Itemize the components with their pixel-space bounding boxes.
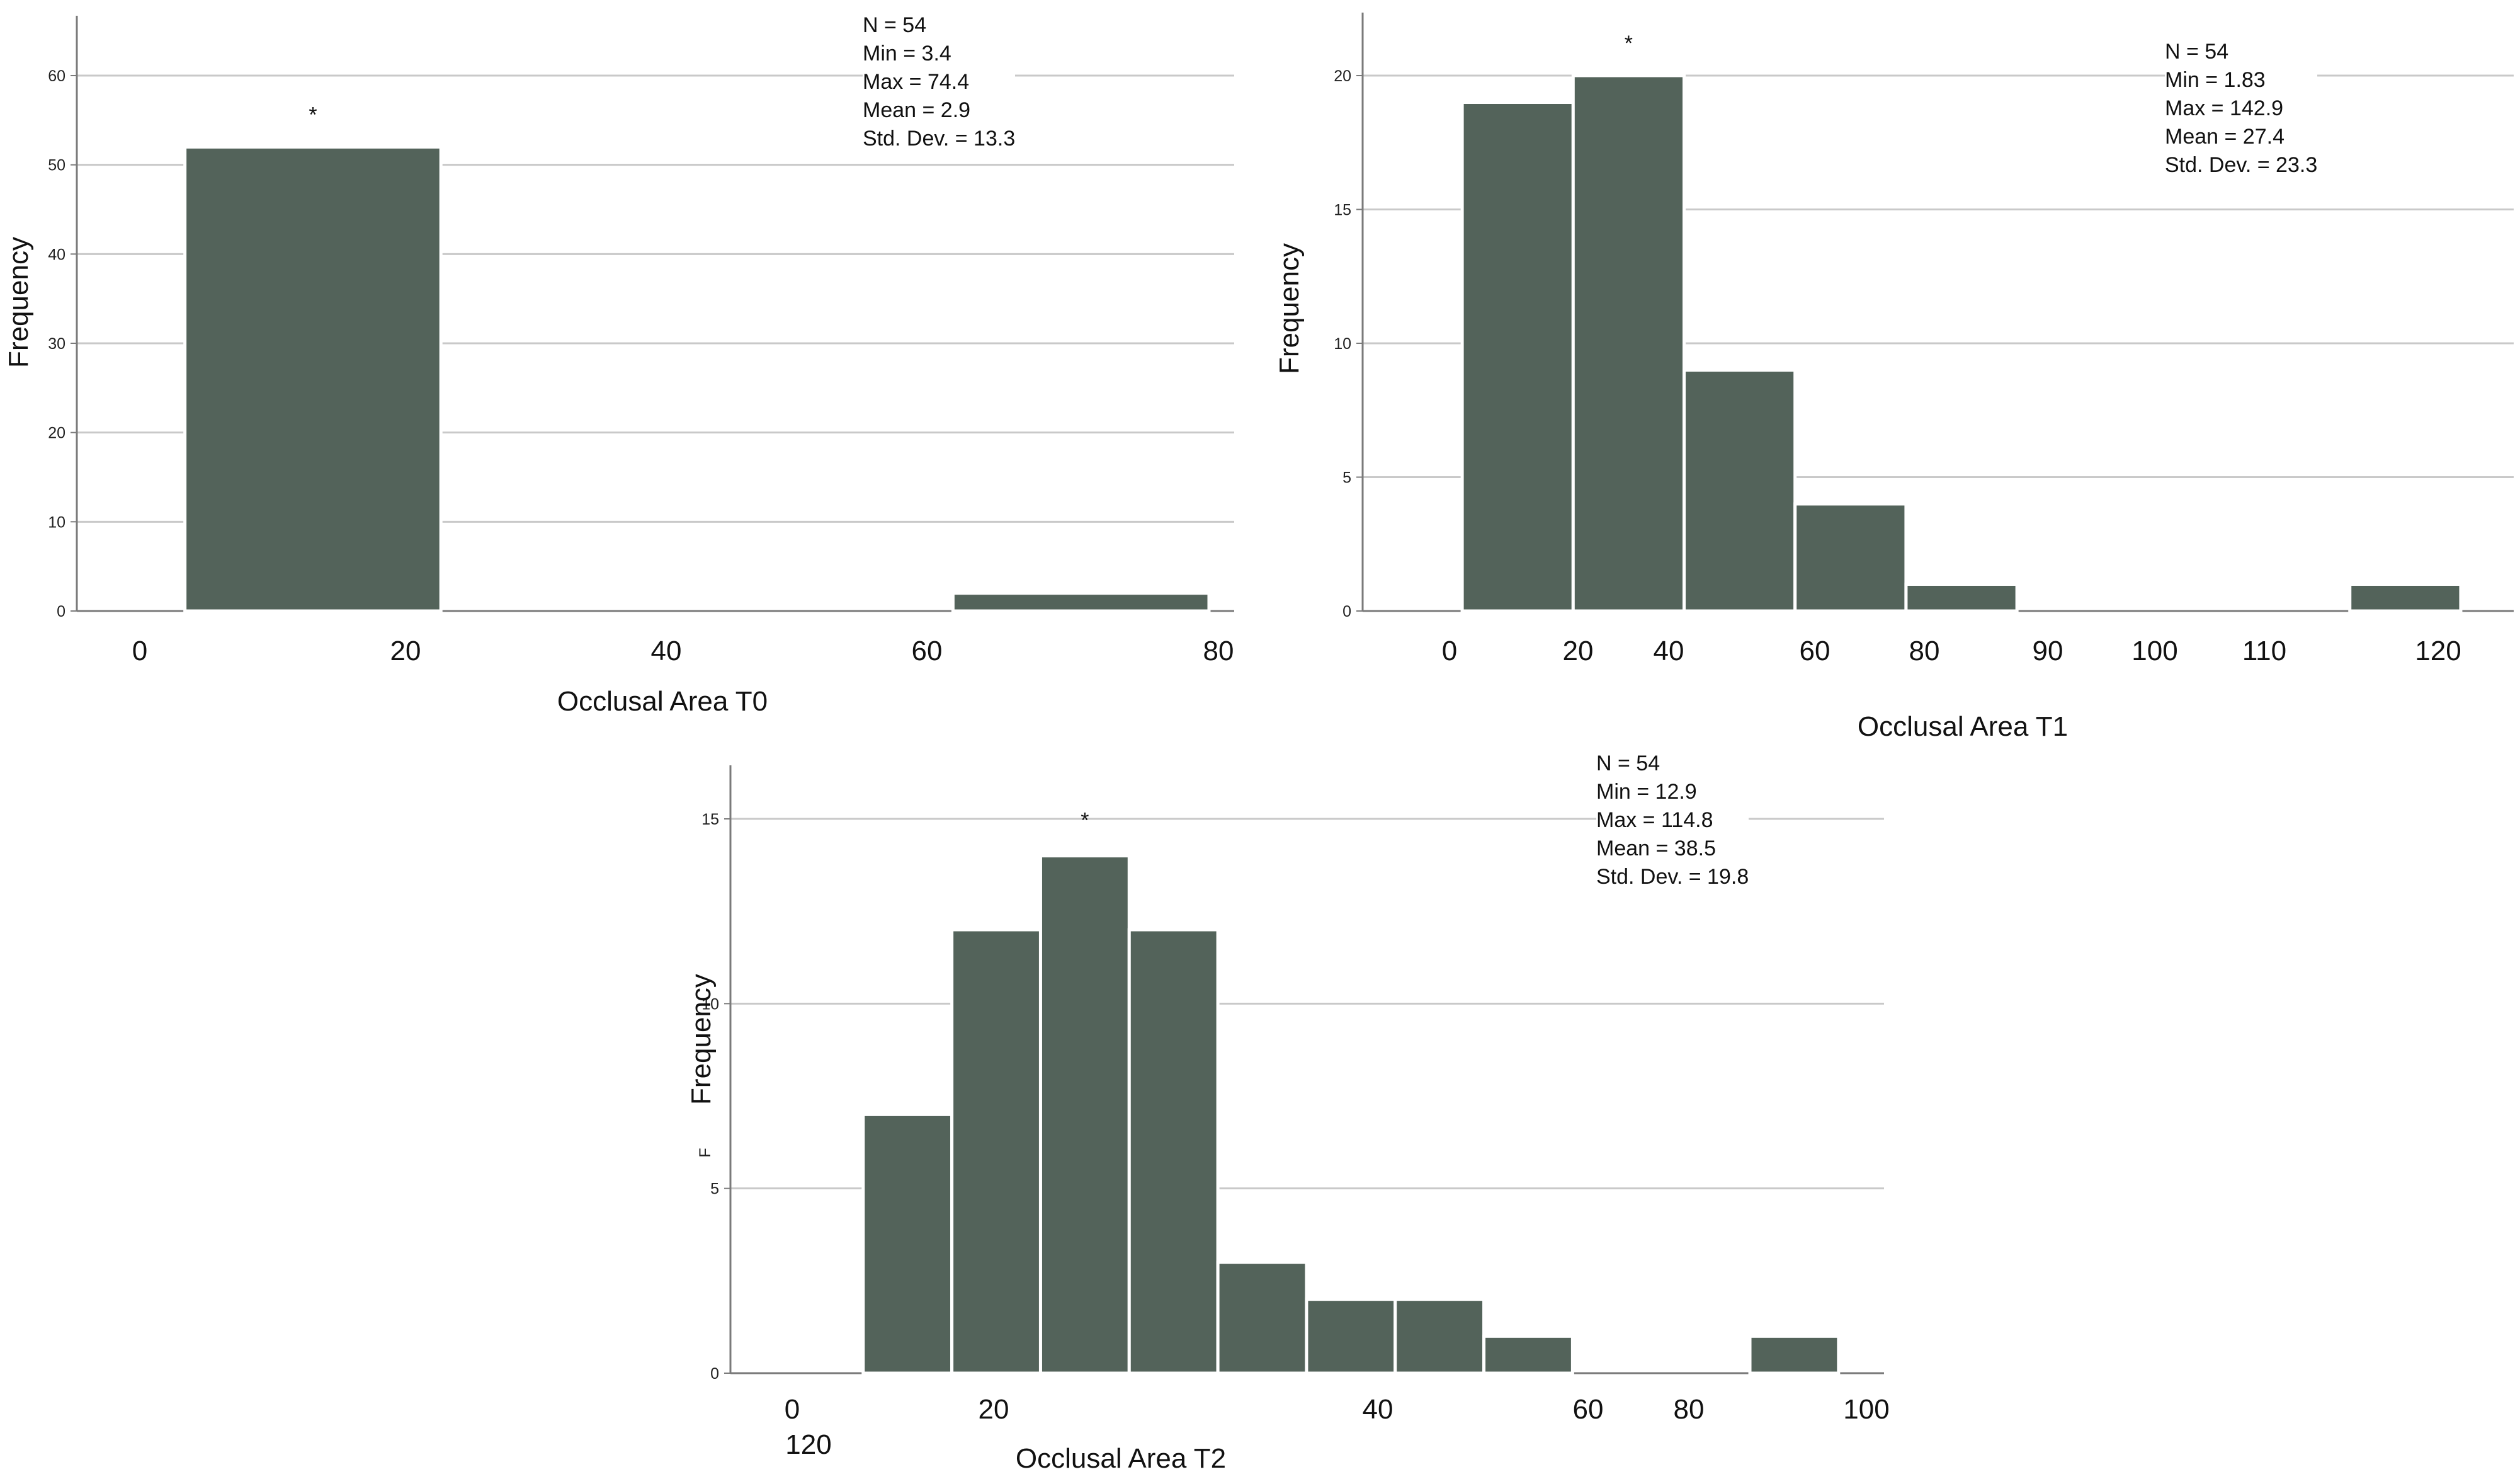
stats-box-t1: N = 54 Min = 1.83 Max = 142.9 Mean = 27.… [2165, 38, 2318, 180]
stat-mean-t0: Mean = 2.9 [863, 98, 971, 122]
y-axis-label: Frequency [3, 237, 34, 368]
histogram-t1-chart: 0 5 10 15 20 * 0 20 40 60 80 90 100 110 120 Occlusal Ar… [1274, 13, 2514, 742]
y-tick-label: 40 [48, 246, 65, 263]
y-tick-label: 50 [48, 157, 65, 174]
histogram-bar [1127, 928, 1220, 1375]
stat-max-t0: Max = 74.4 [863, 70, 970, 94]
stats-box-t2: N = 54 Min = 12.9 Max = 114.8 Mean = 38.… [1596, 750, 1749, 891]
x-tick-label: 90 [2033, 636, 2063, 666]
x-tick-label: 80 [1909, 636, 1940, 666]
y-tick-label: 30 [48, 335, 65, 353]
histogram-t0-chart: 0 10 20 30 40 50 60 * 0 20 40 60 80 Occlusal Area T0 F… [3, 16, 1234, 717]
x-tick-label: 120 [2415, 636, 2461, 666]
x-tick-label: 40 [1654, 636, 1684, 666]
histogram-bar [1216, 1260, 1308, 1375]
histogram-bar [1482, 1334, 1574, 1375]
y-tick-label: 0 [1342, 603, 1351, 620]
x-tick-label: 20 [390, 636, 421, 666]
y-tick-label: 15 [1334, 202, 1351, 219]
x-tick-label: 60 [1800, 636, 1830, 666]
significance-marker: * [1625, 31, 1633, 55]
y-tick-label: 5 [710, 1180, 719, 1198]
histogram-bar [1793, 502, 1908, 613]
y-tick-label: 20 [1334, 67, 1351, 85]
stat-min-t0: Min = 3.4 [863, 42, 951, 66]
x-tick-label: 120 [785, 1429, 831, 1460]
histogram-bar [1748, 1334, 1841, 1375]
stat-n-t0: N = 54 [863, 13, 927, 37]
significance-marker: * [1081, 809, 1089, 833]
histogram-bar [1305, 1298, 1397, 1375]
y-tick-label: 10 [701, 995, 719, 1013]
histogram-bar [183, 145, 443, 613]
y-axis-label-prefix: F [696, 1148, 714, 1157]
stat-max-t2: Max = 114.8 [1596, 808, 1713, 832]
histogram-bar [1038, 854, 1131, 1375]
x-tick-label: 40 [651, 636, 682, 666]
y-tick-label: 0 [57, 603, 65, 620]
stat-min-t1: Min = 1.83 [2165, 68, 2266, 92]
x-tick-label: 0 [785, 1394, 800, 1425]
x-tick-label: 60 [912, 636, 943, 666]
histogram-bar [2348, 583, 2463, 613]
x-tick-label: 80 [1203, 636, 1234, 666]
histogram-bar [1904, 583, 2019, 613]
histogram-bar [950, 928, 1042, 1375]
stat-mean-t1: Mean = 27.4 [2165, 125, 2284, 149]
y-tick-label: 10 [48, 513, 65, 531]
x-tick-label: 80 [1674, 1394, 1705, 1425]
histogram-bar [1571, 74, 1686, 613]
y-tick-label: 60 [48, 67, 65, 85]
y-tick-label: 5 [1342, 469, 1351, 487]
y-tick-label: 20 [48, 425, 65, 442]
y-tick-label: 0 [710, 1365, 719, 1383]
x-tick-label: 60 [1573, 1394, 1604, 1425]
stat-sd-t2: Std. Dev. = 19.8 [1596, 865, 1749, 889]
stat-n-t2: N = 54 [1596, 751, 1660, 775]
x-axis-label: Occlusal Area T0 [557, 686, 768, 717]
y-tick-label: 10 [1334, 335, 1351, 353]
stats-box-t0: N = 54 Min = 3.4 Max = 74.4 Mean = 2.9 S… [863, 11, 1016, 153]
x-tick-label: 100 [2131, 636, 2177, 666]
stat-min-t2: Min = 12.9 [1596, 780, 1697, 804]
y-tick-label: 15 [701, 811, 719, 828]
histogram-panel-t0: 0 10 20 30 40 50 60 * 0 20 40 60 80 Occlusal Area T0 F… [0, 0, 1261, 743]
x-tick-label: 20 [979, 1394, 1009, 1425]
x-tick-label: 0 [132, 636, 147, 666]
x-tick-label: 100 [1843, 1394, 1889, 1425]
stat-sd-t0: Std. Dev. = 13.3 [863, 127, 1016, 151]
x-tick-label: 20 [1563, 636, 1594, 666]
histogram-panel-t1: 0 5 10 15 20 * 0 20 40 60 80 90 100 110 120 Occlusal Ar… [1261, 0, 2520, 743]
x-tick-label: 110 [2242, 636, 2286, 666]
y-axis-label: Frequency [686, 974, 717, 1105]
histogram-bar [1460, 101, 1575, 613]
stat-mean-t2: Mean = 38.5 [1596, 837, 1716, 860]
histogram-t2-chart: 0 5 10 15 * 0 20 40 60 80 100 120 Occlusal Area T2 Fr… [686, 765, 1890, 1474]
x-tick-label: 40 [1363, 1394, 1393, 1425]
significance-marker: * [309, 103, 317, 127]
histogram-panel-t2: 0 5 10 15 * 0 20 40 60 80 100 120 Occlusal Area T2 Fr… [630, 743, 1890, 1479]
y-axis-label: Frequency [1274, 243, 1305, 374]
histogram-bar [861, 1112, 954, 1375]
stat-max-t1: Max = 142.9 [2165, 96, 2284, 120]
histogram-bar [1683, 368, 1797, 613]
stat-sd-t1: Std. Dev. = 23.3 [2165, 153, 2318, 177]
stat-n-t1: N = 54 [2165, 40, 2229, 64]
x-axis-label: Occlusal Area T2 [1016, 1443, 1226, 1474]
x-tick-label: 0 [1442, 636, 1457, 666]
histogram-bar [951, 591, 1211, 613]
histogram-bar [1393, 1298, 1486, 1375]
x-axis-label: Occlusal Area T1 [1858, 711, 2068, 742]
